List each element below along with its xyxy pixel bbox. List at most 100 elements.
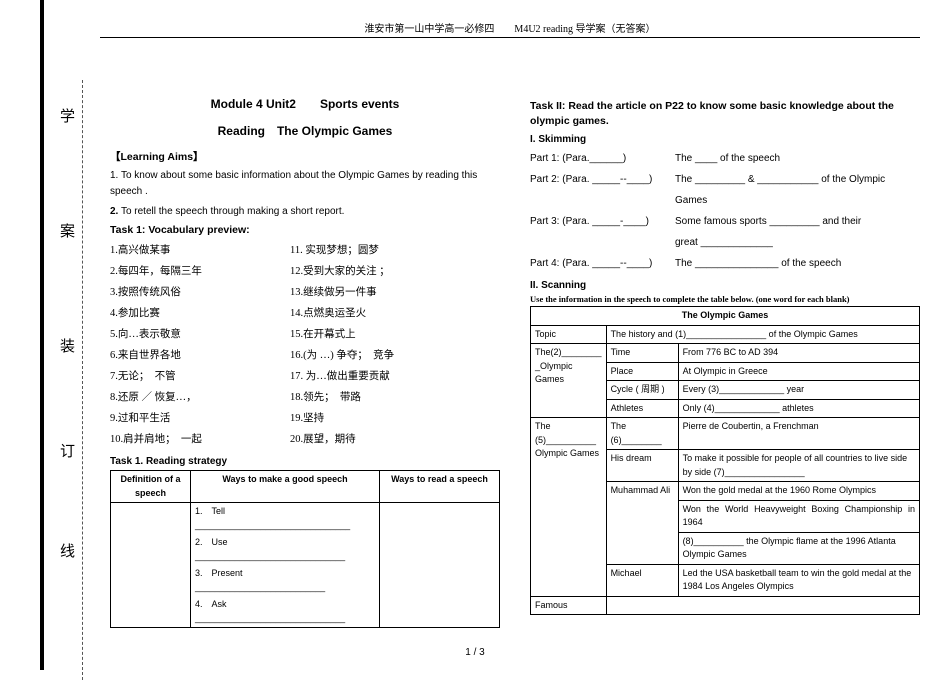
cell-ali: Muhammad Ali [606,482,678,565]
part1-l: Part 1: (Para.______) [530,148,675,169]
vocab-r: 16.(为 …) 争夺； 竞争 [290,345,500,366]
cell-ask: 4. Ask ______________________________ [191,596,380,628]
cell-topic-v: The history and (1)________________ of t… [606,325,919,344]
aim-2: 2. To retell the speech through making a… [110,204,500,220]
cell-cycle: Cycle ( 周期 ) [606,381,678,400]
cell-empty [111,503,191,628]
learning-aims-label: 【Learning Aims】 [110,149,500,164]
vocab-r: 20.展望，期待 [290,429,500,450]
aim-2-text: To retell the speech through making a sh… [118,206,344,217]
cell-ali-v2: Won the World Heavyweight Boxing Champio… [678,500,919,532]
binding-char-4: 订 [60,440,75,461]
task1-reading-label: Task 1. Reading strategy [110,456,500,467]
strategy-table: Definition of a speech Ways to make a go… [110,470,500,628]
vocab-l: 10.肩并肩地； 一起 [110,429,290,450]
binding-edge [40,0,44,670]
binding-char-1: 学 [60,105,75,126]
left-column: Module 4 Unit2 Sports events Reading The… [110,95,500,630]
cell-ali-v1: Won the gold medal at the 1960 Rome Olym… [678,482,919,501]
table-caption: The Olympic Games [531,307,920,326]
cell-ath: Athletes [606,399,678,418]
cell-use: 2. Use ______________________________ [191,534,380,565]
table-row: The(2)________ _Olympic Games Time From … [531,344,920,363]
page-footer: 1 / 3 [0,647,950,658]
vocab-r: 19.坚持 [290,408,500,429]
vocab-row: 6.来自世界各地16.(为 …) 争夺； 竞争 [110,345,500,366]
aim-1: 1. To know about some basic information … [110,168,500,200]
cell-dream-v: To make it possible for people of all co… [678,450,919,482]
vocab-list: 1.高兴做某事11. 实现梦想；圆梦 2.每四年，每隔三年12.受到大家的关注 … [110,240,500,450]
scanning-sub: Use the information in the speech to com… [530,294,920,304]
vocab-row: 4.参加比赛14.点燃奥运圣火 [110,303,500,324]
col-make: Ways to make a good speech [191,471,380,503]
cell-tell: 1. Tell _______________________________ [191,503,380,535]
table-row: Famous [531,596,920,615]
cell-time: Time [606,344,678,363]
cell-place-v: At Olympic in Greece [678,362,919,381]
vocab-r: 13.继续做另一件事 [290,282,500,303]
cell-michael-v: Led the USA basketball team to win the g… [678,564,919,596]
table-row: Definition of a speech Ways to make a go… [111,471,500,503]
vocab-r: 18.领先； 带路 [290,387,500,408]
vocab-l: 3.按照传统风俗 [110,282,290,303]
cell-the2: The(2)________ _Olympic Games [531,344,607,418]
cell-famous: Famous [531,596,607,615]
vocab-l: 8.还原 ／ 恢复…， [110,387,290,408]
vocab-l: 5.向…表示敬意 [110,324,290,345]
vocab-row: 5.向…表示敬意15.在开幕式上 [110,324,500,345]
table-row: The Olympic Games [531,307,920,326]
vocab-l: 6.来自世界各地 [110,345,290,366]
col-read: Ways to read a speech [380,471,500,503]
part3b-row: great _____________ [530,232,920,253]
vocab-row: 2.每四年，每隔三年12.受到大家的关注 ； [110,261,500,282]
part4-l: Part 4: (Para. _____--____) [530,253,675,274]
cell-ali-v3: (8)__________ the Olympic flame at the 1… [678,532,919,564]
vocab-r: 15.在开幕式上 [290,324,500,345]
cell-time-v: From 776 BC to AD 394 [678,344,919,363]
part4-row: Part 4: (Para. _____--____)The _________… [530,253,920,274]
cell-dream: His dream [606,450,678,482]
reading-title: Reading The Olympic Games [110,122,500,139]
cell-ath-v: Only (4)_____________ athletes [678,399,919,418]
part2-r: The _________ & ___________ of the Olymp… [675,169,920,211]
vocab-l: 1.高兴做某事 [110,240,290,261]
task1-label: Task 1: Vocabulary preview: [110,224,500,236]
part3-row: Part 3: (Para. _____-____)Some famous sp… [530,211,920,232]
table-row: 1. Tell _______________________________ [111,503,500,535]
table-row: Topic The history and (1)_______________… [531,325,920,344]
vocab-row: 9.过和平生活19.坚持 [110,408,500,429]
part1-r: The ____ of the speech [675,148,920,169]
task2-label: Task II: Read the article on P22 to know… [530,99,920,128]
binding-char-2: 案 [60,220,75,241]
vocab-row: 10.肩并肩地； 一起20.展望，期待 [110,429,500,450]
cell-cycle-v: Every (3)_____________ year [678,381,919,400]
vocab-r: 12.受到大家的关注 ； [290,261,500,282]
vocab-l: 9.过和平生活 [110,408,290,429]
vocab-r: 11. 实现梦想；圆梦 [290,240,500,261]
cell-empty [606,596,919,615]
part2-l: Part 2: (Para. _____--____) [530,169,675,211]
vocab-row: 8.还原 ／ 恢复…，18.领先； 带路 [110,387,500,408]
cell-place: Place [606,362,678,381]
skimming-label: I. Skimming [530,134,920,145]
right-column: Task II: Read the article on P22 to know… [530,95,920,630]
table-row: The (5)__________ Olympic Games The (6)_… [531,418,920,450]
vocab-l: 7.无论； 不管 [110,366,290,387]
binding-char-3: 装 [60,335,75,356]
vocab-row: 7.无论； 不管17. 为…做出重要贡献 [110,366,500,387]
vocab-l: 4.参加比赛 [110,303,290,324]
cell-the5: The (5)__________ Olympic Games [531,418,607,597]
scanning-label: II. Scanning [530,280,920,291]
binding-dashed-line [82,80,83,680]
part4-r: The _______________ of the speech [675,253,920,274]
page-body: Module 4 Unit2 Sports events Reading The… [110,95,920,630]
binding-char-5: 线 [60,540,75,561]
cell-michael: Michael [606,564,678,596]
cell-topic: Topic [531,325,607,344]
cell-the6: The (6)________ [606,418,678,450]
vocab-row: 3.按照传统风俗13.继续做另一件事 [110,282,500,303]
cell-present: 3. Present __________________________ [191,565,380,596]
vocab-r: 17. 为…做出重要贡献 [290,366,500,387]
part2-row: Part 2: (Para. _____--____)The _________… [530,169,920,211]
page-header: 淮安市第一山中学高一必修四 M4U2 reading 导学案（无答案） [100,20,920,38]
